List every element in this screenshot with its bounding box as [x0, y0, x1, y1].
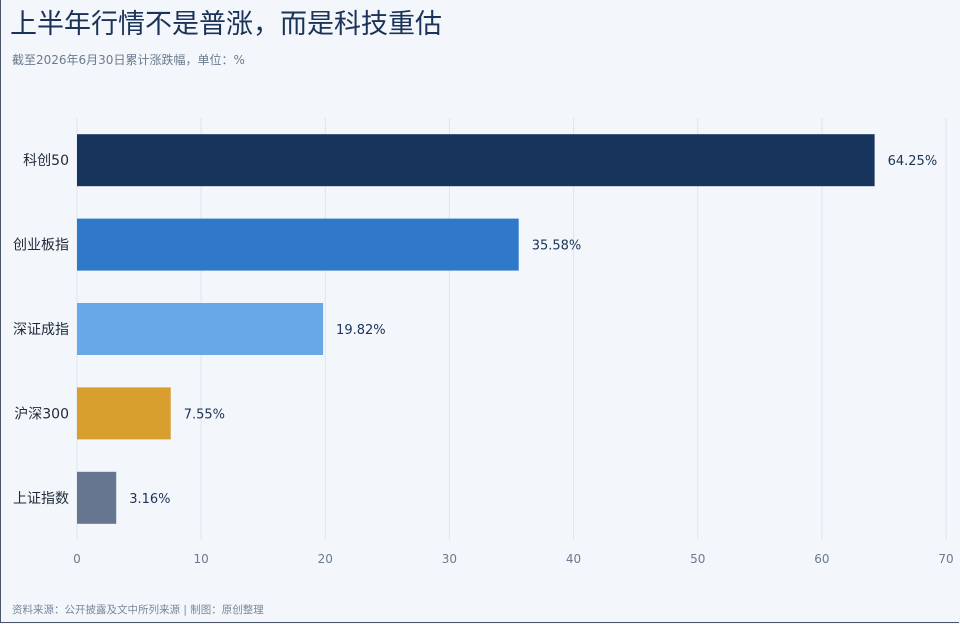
x-tick-label: 50 — [690, 552, 705, 566]
bar — [77, 303, 324, 355]
bar — [77, 471, 117, 524]
value-label: 7.55% — [184, 407, 225, 422]
bar — [77, 387, 171, 440]
x-tick-label: 10 — [194, 552, 209, 566]
category-label: 创业板指 — [13, 238, 69, 254]
value-label: 35.58% — [532, 239, 582, 254]
category-label: 科创50 — [23, 153, 69, 169]
source-footer: 资料来源：公开披露及文中所列来源 | 制图：原创整理 — [12, 604, 264, 616]
bar — [77, 218, 519, 271]
labels: 0 10 20 30 40 50 60 70 科创50 64.25% 创业板指 35.58% 深证成指 1… — [13, 153, 954, 566]
x-tick-label: 0 — [73, 552, 81, 566]
x-tick-label: 70 — [938, 552, 953, 566]
bar — [77, 134, 875, 187]
x-tick-label: 30 — [442, 552, 457, 566]
category-label: 沪深300 — [14, 406, 69, 422]
value-label: 64.25% — [888, 154, 938, 169]
chart-title: 上半年行情不是普涨，而是科技重估 — [10, 9, 442, 40]
x-tick-label: 40 — [566, 552, 581, 566]
x-tick-label: 20 — [318, 552, 333, 566]
bars — [77, 134, 875, 524]
category-label: 上证指数 — [13, 491, 69, 507]
chart-subtitle: 截至2026年6月30日累计涨跌幅，单位：% — [12, 53, 245, 67]
category-label: 深证成指 — [13, 322, 69, 338]
value-label: 3.16% — [129, 492, 170, 507]
grid-lines — [76, 118, 947, 540]
value-label: 19.82% — [336, 323, 386, 338]
x-tick-label: 60 — [814, 552, 829, 566]
